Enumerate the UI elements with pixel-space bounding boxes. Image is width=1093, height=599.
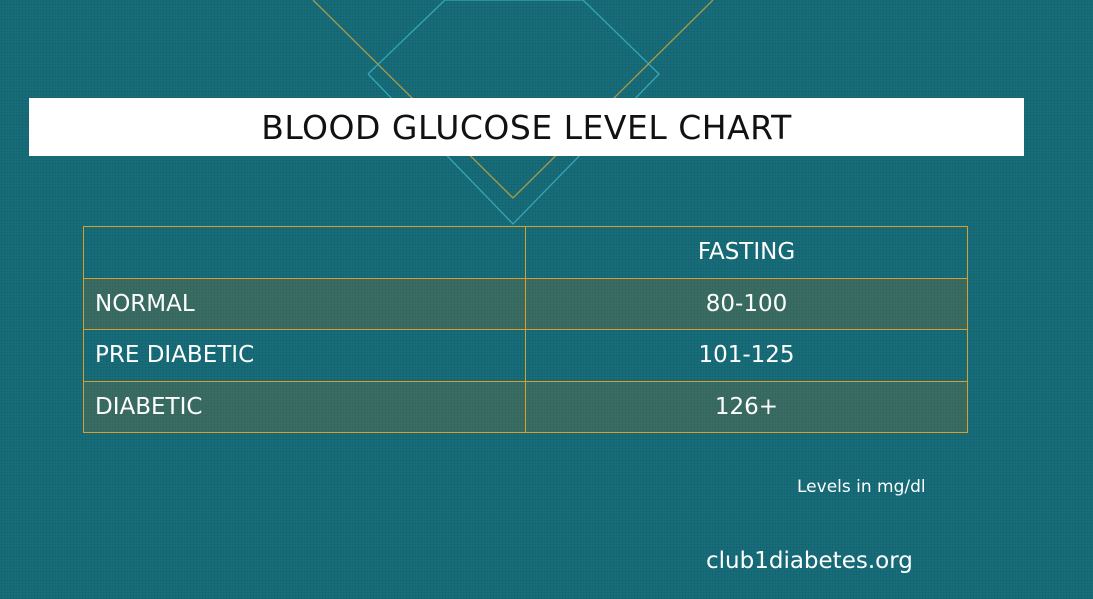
row-label: NORMAL	[83, 277, 526, 330]
table-header-row: FASTING	[83, 226, 968, 279]
row-label: DIABETIC	[83, 380, 526, 433]
table-row-normal: NORMAL 80-100	[83, 277, 968, 330]
chart-title: BLOOD GLUCOSE LEVEL CHART	[261, 107, 792, 147]
table-row-pre-diabetic: PRE DIABETIC 101-125	[83, 329, 968, 382]
table-row-diabetic: DIABETIC 126+	[83, 380, 968, 433]
fasting-value: 126+	[525, 380, 968, 433]
glucose-level-table: FASTING NORMAL 80-100 PRE DIABETIC 101-1…	[83, 226, 968, 433]
website-url: club1diabetes.org	[706, 548, 913, 574]
gold-diamond-outline	[312, 0, 714, 199]
header-fasting: FASTING	[525, 226, 968, 279]
teal-diamond-outline	[367, 0, 660, 225]
fasting-value: 80-100	[525, 277, 968, 330]
header-empty-cell	[83, 226, 526, 279]
title-banner: BLOOD GLUCOSE LEVEL CHART	[29, 98, 1024, 156]
row-label: PRE DIABETIC	[83, 329, 526, 382]
units-note: Levels in mg/dl	[797, 477, 926, 497]
fasting-value: 101-125	[525, 329, 968, 382]
